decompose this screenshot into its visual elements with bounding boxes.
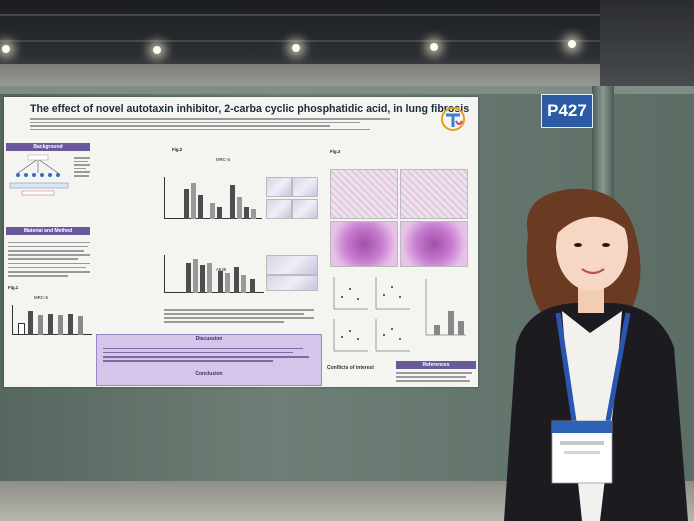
lung-section-image	[400, 221, 468, 267]
fig3-scatter-plots	[333, 277, 466, 352]
fig2-bar-chart-a	[164, 177, 262, 219]
background-diagram	[9, 154, 69, 196]
cell-image	[266, 275, 318, 291]
section-material-method: Material and Method	[6, 227, 90, 235]
cell-image	[266, 199, 292, 219]
section-background: Background	[6, 143, 90, 151]
ceiling-light	[153, 46, 161, 54]
research-poster: The effect of novel autotaxin inhibitor,…	[4, 97, 478, 387]
fig1-panel-label: MRC-5	[34, 295, 48, 300]
cell-image	[292, 177, 318, 197]
ceiling-light	[568, 40, 576, 48]
fig2-bar-chart-b	[164, 255, 264, 293]
background-text	[74, 155, 90, 177]
fig2-panel-b-label: A549	[216, 267, 227, 272]
section-references: References	[396, 361, 476, 369]
method-text	[8, 239, 92, 277]
cell-image	[292, 199, 318, 219]
ceiling-light	[2, 45, 10, 53]
ceiling-light	[430, 43, 438, 51]
ceiling-light	[292, 44, 300, 52]
lung-section-image	[330, 221, 398, 267]
lung-section-image	[400, 169, 468, 219]
fig3-label: Fig.3	[330, 149, 341, 154]
ceiling-truss	[0, 40, 694, 42]
ceiling-truss	[0, 14, 694, 16]
poster-number-sign: P427	[541, 94, 593, 128]
cell-image	[266, 255, 318, 275]
fig2-label: Fig.2	[172, 147, 183, 152]
poster-authors	[30, 117, 420, 131]
cell-image	[266, 177, 292, 197]
board-frame	[0, 86, 694, 94]
section-discussion: Discussion	[195, 336, 223, 342]
fig2-panel-a-label: MRC-5	[216, 157, 230, 162]
fig2-caption	[164, 307, 324, 323]
fig1-label: Fig.1	[8, 285, 19, 290]
discussion-box: Discussion Conclusion	[96, 334, 322, 386]
university-logo	[441, 107, 465, 131]
references-head: References	[396, 361, 476, 382]
section-conclusion: Conclusion	[195, 371, 223, 377]
poster-title: The effect of novel autotaxin inhibitor,…	[30, 103, 470, 115]
section-conflicts: Conflicts of interest	[327, 365, 374, 371]
fig1-bar-chart	[12, 305, 92, 335]
presenter-person	[504, 188, 688, 521]
discussion-text	[103, 345, 313, 362]
lung-section-image	[330, 169, 398, 219]
